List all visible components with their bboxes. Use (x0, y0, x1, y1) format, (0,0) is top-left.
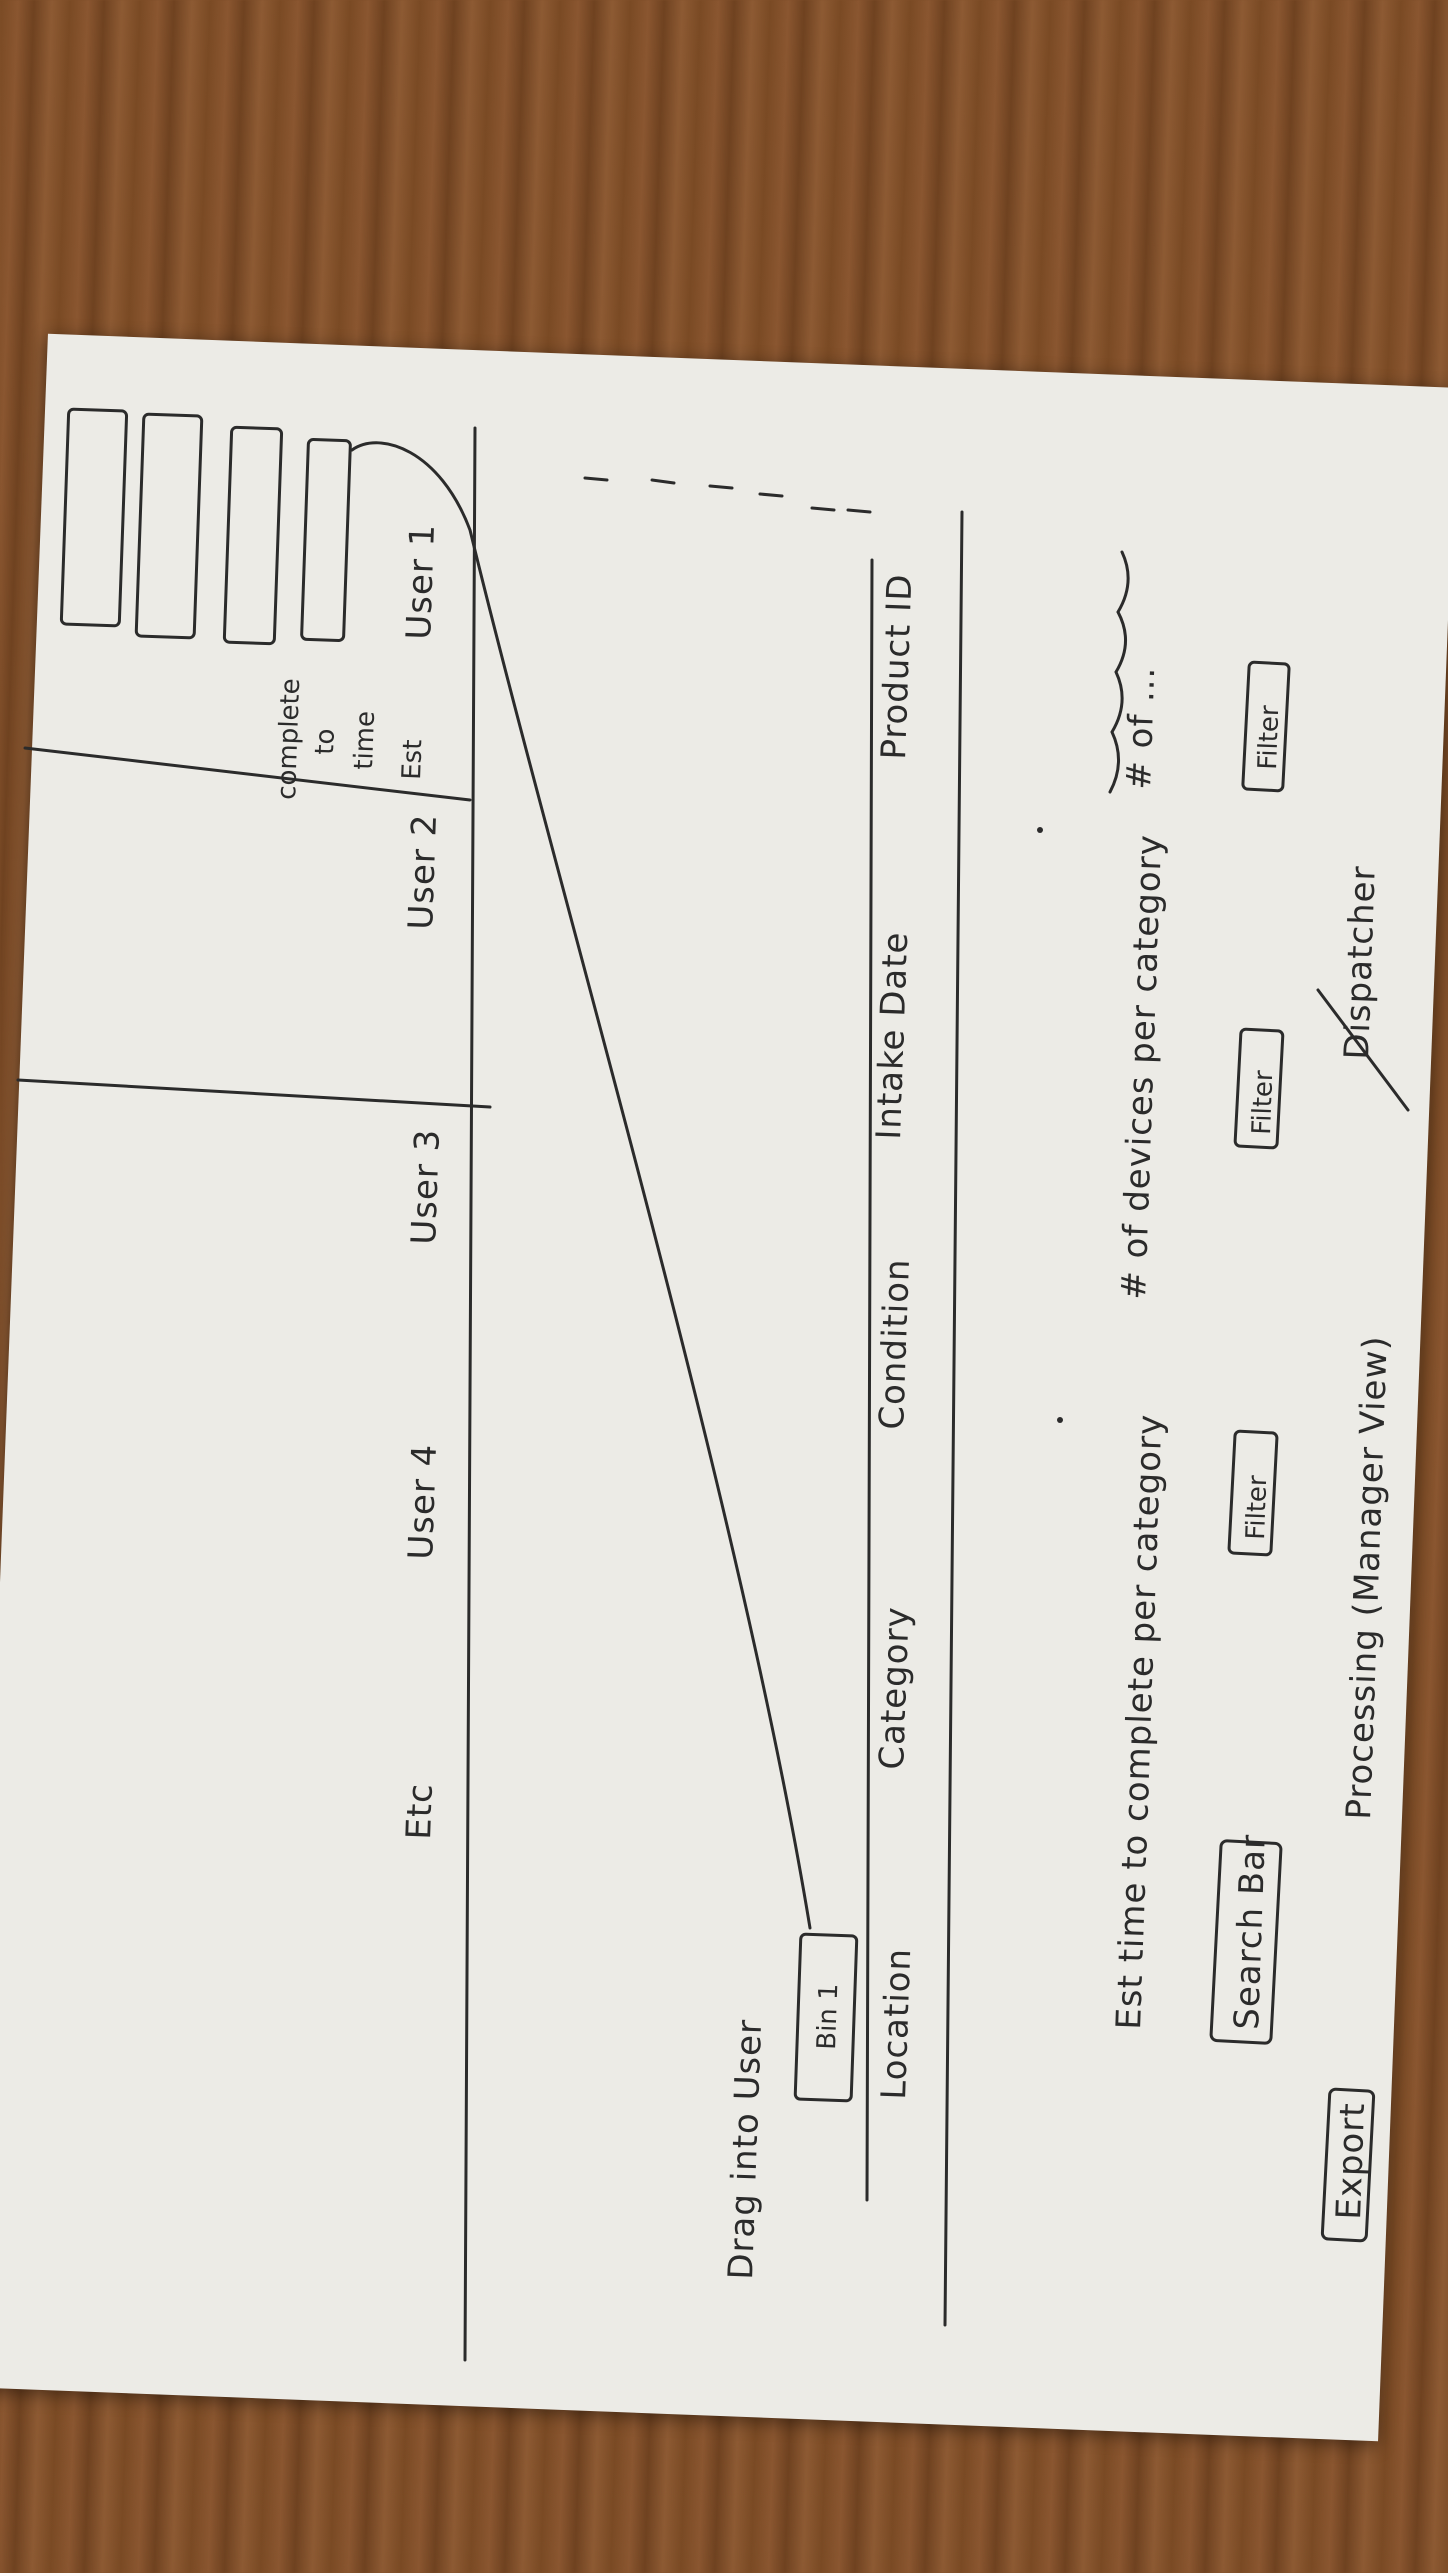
assigned-card[interactable] (134, 412, 204, 640)
user-est-time-note: Est time to complete (272, 678, 428, 800)
note-line: time (349, 710, 381, 770)
title-strike-line (1316, 988, 1410, 1112)
table-header-row: Product ID Intake Date Condition Categor… (869, 573, 920, 2100)
user-board-divider (463, 426, 477, 2362)
column-condition: Condition (872, 1258, 918, 1431)
dot (1057, 1417, 1063, 1423)
note-line: complete (272, 678, 306, 800)
user-column-3[interactable]: User 3 (404, 1128, 448, 1245)
column-location: Location (874, 1947, 919, 2100)
table-frame (583, 476, 964, 2327)
column-intake-date: Intake Date (869, 931, 916, 1140)
assigned-card[interactable] (222, 425, 284, 646)
table-header-underline (865, 558, 874, 2202)
user-board-frame (16, 426, 492, 2362)
column-category: Category (872, 1606, 918, 1771)
stats-scribbled: # of ... (1119, 666, 1163, 791)
search-bar-label: Search Bar (1227, 1833, 1274, 2030)
tick-mark (583, 476, 609, 482)
column-product-id: Product ID (874, 573, 920, 760)
tick-mark (846, 508, 872, 514)
drag-arrow-line (350, 441, 812, 1930)
filter-button-2[interactable]: Filter (1233, 1027, 1285, 1150)
page-title: Dispatcher Processing (Manager View) (1316, 865, 1410, 1821)
search-bar[interactable]: Search Bar (1209, 1833, 1283, 2045)
user-column-2[interactable]: User 2 (401, 813, 445, 930)
tick-mark (758, 492, 784, 498)
export-button[interactable]: Export (1320, 2087, 1376, 2243)
user-column-1[interactable]: User 1 (399, 523, 443, 640)
user-column-etc[interactable]: Etc (399, 1782, 441, 1840)
table-right-border (943, 510, 964, 2327)
filter-button-1[interactable]: Filter (1241, 660, 1291, 793)
tick-mark (650, 478, 676, 485)
export-label: Export (1329, 2102, 1373, 2221)
user-column-separator-1 (23, 746, 472, 802)
filter-label-3: Filter (1241, 1475, 1273, 1541)
tick-mark (708, 484, 734, 490)
assigned-card[interactable] (59, 407, 129, 628)
filter-label-2: Filter (1247, 1070, 1279, 1136)
bin-card[interactable]: Bin 1 (793, 1932, 859, 2103)
note-line: Est (397, 739, 428, 780)
stats-area: # of ... # of devices per category Est t… (1037, 550, 1170, 2030)
user-1-cards (59, 407, 352, 646)
scribble-mark (1108, 550, 1130, 794)
filter-button-3[interactable]: Filter (1227, 1429, 1279, 1557)
bin-card-label: Bin 1 (812, 1983, 844, 2050)
user-column-separator-2 (16, 1078, 492, 1109)
title-crossed-word: Dispatcher (1337, 865, 1384, 1061)
title-main: Processing (Manager View) (1339, 1335, 1396, 1821)
stats-est-time: Est time to complete per category (1109, 1413, 1170, 2030)
tick-mark (810, 506, 836, 512)
user-column-4[interactable]: User 4 (401, 1443, 445, 1560)
assigned-card[interactable] (300, 437, 352, 643)
dot (1037, 827, 1043, 833)
user-columns-header: User 1 User 2 User 3 User 4 Etc (399, 523, 448, 1840)
note-line: to (310, 728, 341, 755)
stats-count-per-category: # of devices per category (1114, 834, 1170, 1301)
drag-hint: Drag into User (721, 2018, 770, 2280)
filter-label-1: Filter (1253, 705, 1285, 771)
